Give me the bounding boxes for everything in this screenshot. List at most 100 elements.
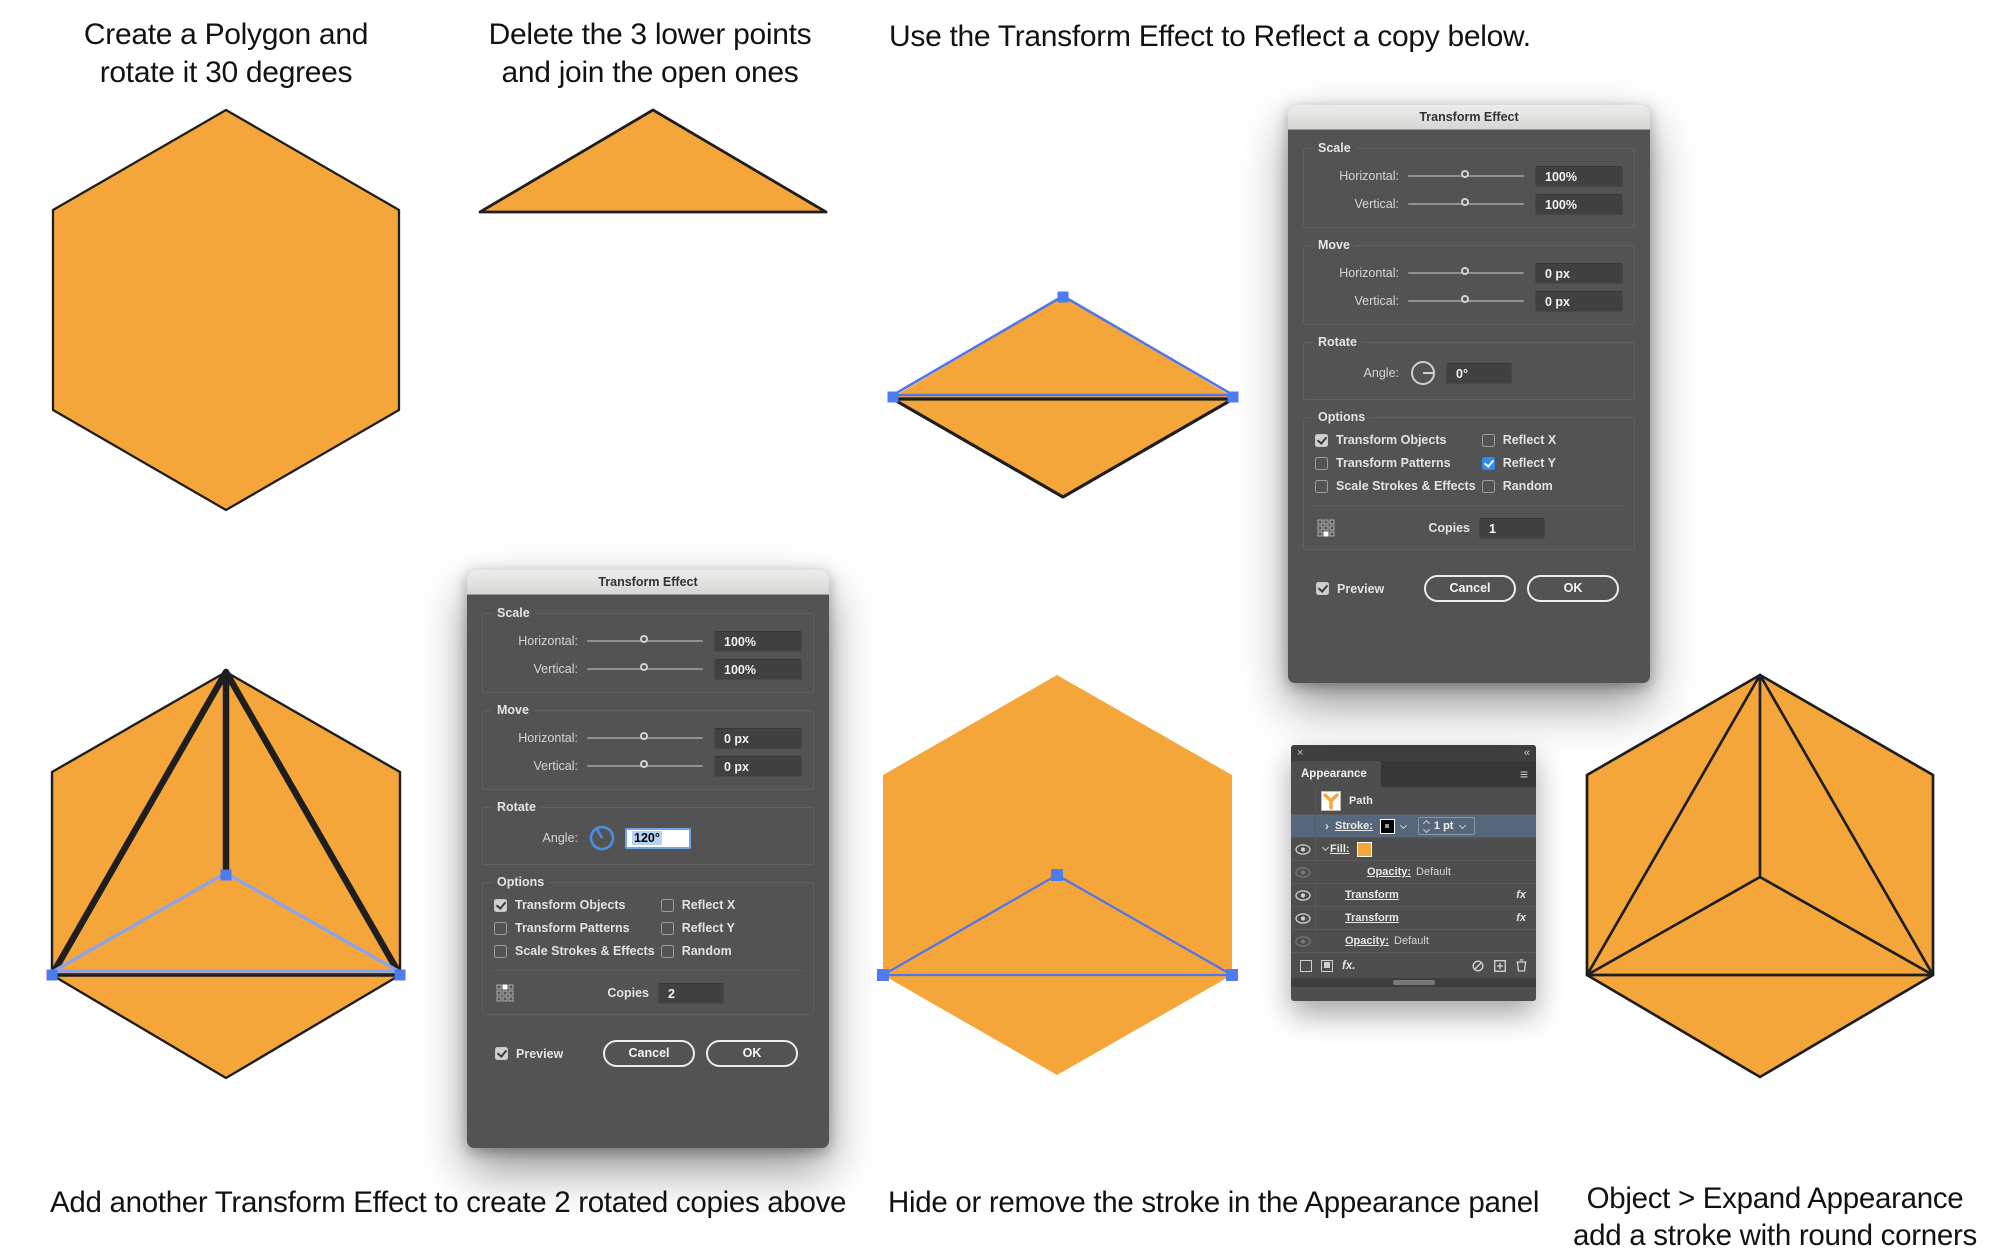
dialog-title[interactable]: Transform Effect — [467, 570, 829, 595]
scale-vertical-slider[interactable] — [1408, 198, 1524, 206]
ok-button[interactable]: OK — [706, 1040, 798, 1067]
hexagon-rotated-shape[interactable] — [51, 108, 401, 512]
checkbox-random[interactable]: Random — [660, 944, 802, 958]
move-vertical-slider[interactable] — [587, 760, 703, 768]
duplicate-item-icon[interactable] — [1494, 959, 1506, 972]
stroke-weight-control[interactable]: 1 pt — [1417, 817, 1476, 835]
checkbox-reflect-x[interactable]: Reflect X — [1481, 433, 1623, 447]
move-vertical-slider[interactable] — [1408, 295, 1524, 303]
anchor-handle[interactable] — [887, 391, 899, 403]
panel-menu-icon[interactable]: ≡ — [1519, 766, 1528, 782]
slider-knob[interactable] — [1461, 267, 1470, 275]
checkbox-checked-icon[interactable] — [1315, 433, 1328, 447]
slider-knob[interactable] — [640, 663, 649, 671]
fill-label[interactable]: Fill: — [1330, 843, 1350, 855]
add-effect-icon[interactable]: fx. — [1342, 959, 1356, 972]
clear-appearance-icon[interactable] — [1472, 959, 1484, 972]
fx-icon[interactable]: fx — [1516, 889, 1526, 901]
appearance-row-transform-2[interactable]: Transform fx — [1291, 907, 1536, 930]
opacity-label[interactable]: Opacity: — [1367, 866, 1412, 878]
hexagon-no-stroke-shape[interactable] — [877, 675, 1238, 1075]
checkbox-unchecked-icon[interactable] — [1315, 479, 1328, 493]
cancel-button[interactable]: Cancel — [1424, 575, 1516, 602]
angle-dial-icon[interactable] — [589, 825, 615, 851]
reference-point-icon[interactable] — [496, 984, 514, 1002]
move-horizontal-input[interactable]: 0 px — [714, 727, 802, 749]
anchor-handle[interactable] — [1057, 291, 1069, 303]
copies-input[interactable]: 2 — [658, 982, 724, 1004]
slider-knob[interactable] — [640, 635, 649, 643]
delete-item-trash-icon[interactable] — [1516, 959, 1527, 972]
close-icon[interactable]: × — [1297, 747, 1304, 759]
chevron-down-icon[interactable] — [1321, 842, 1330, 856]
checkbox-unchecked-icon[interactable] — [494, 921, 507, 935]
appearance-row-transform-1[interactable]: Transform fx — [1291, 884, 1536, 907]
anchor-handle[interactable] — [1051, 869, 1063, 881]
checkbox-checked-icon[interactable] — [495, 1047, 508, 1060]
checkbox-unchecked-icon[interactable] — [660, 898, 674, 912]
eye-icon[interactable] — [1295, 866, 1311, 878]
move-horizontal-input[interactable]: 0 px — [1535, 262, 1623, 284]
slider-knob[interactable] — [640, 732, 649, 740]
anchor-handle[interactable] — [46, 969, 58, 981]
fx-icon[interactable]: fx — [1516, 912, 1526, 924]
checkbox-unchecked-icon[interactable] — [1481, 433, 1495, 447]
eye-icon[interactable] — [1295, 889, 1311, 901]
scale-horizontal-slider[interactable] — [587, 635, 703, 643]
eye-icon[interactable] — [1295, 935, 1311, 947]
reflected-diamond-shape[interactable] — [887, 291, 1239, 499]
checkbox-reflect-y[interactable]: Reflect Y — [1481, 456, 1623, 470]
checkbox-preview[interactable]: Preview — [1316, 582, 1413, 596]
scale-horizontal-input[interactable]: 100% — [714, 630, 802, 652]
anchor-handle[interactable] — [877, 969, 889, 981]
cancel-button[interactable]: Cancel — [603, 1040, 695, 1067]
anchor-handle[interactable] — [1227, 391, 1239, 403]
dialog-title[interactable]: Transform Effect — [1288, 105, 1650, 130]
appearance-row-path[interactable]: Path — [1291, 787, 1536, 815]
eye-icon[interactable] — [1295, 912, 1311, 924]
ok-button[interactable]: OK — [1527, 575, 1619, 602]
chevron-down-icon[interactable] — [1399, 821, 1407, 829]
reference-point-icon[interactable] — [1317, 519, 1335, 537]
anchor-handle[interactable] — [1226, 969, 1238, 981]
stroke-label[interactable]: Stroke: — [1335, 820, 1373, 832]
anchor-handle[interactable] — [394, 969, 406, 981]
anchor-handle[interactable] — [220, 869, 232, 881]
stepper-icon[interactable] — [1422, 819, 1430, 833]
checkbox-random[interactable]: Random — [1481, 479, 1623, 493]
stroke-swatch[interactable] — [1379, 818, 1395, 834]
fill-swatch[interactable] — [1356, 841, 1372, 857]
checkbox-unchecked-icon[interactable] — [1481, 479, 1495, 493]
move-horizontal-slider[interactable] — [587, 732, 703, 740]
appearance-row-opacity[interactable]: Opacity: Default — [1291, 861, 1536, 884]
cube-preview-shape[interactable] — [46, 668, 406, 1080]
appearance-row-stroke[interactable]: › Stroke: 1 pt — [1291, 815, 1536, 838]
tab-appearance[interactable]: Appearance — [1291, 761, 1381, 787]
checkbox-unchecked-icon[interactable] — [660, 921, 674, 935]
scale-vertical-input[interactable]: 100% — [1535, 193, 1623, 215]
angle-dial-icon[interactable] — [1410, 360, 1436, 386]
checkbox-reflect-x[interactable]: Reflect X — [660, 898, 802, 912]
checkbox-scale-strokes[interactable]: Scale Strokes & Effects — [494, 944, 661, 958]
angle-input[interactable]: 120° — [625, 827, 691, 849]
checkbox-checked-icon[interactable] — [1316, 582, 1329, 595]
angle-input[interactable]: 0° — [1446, 362, 1512, 384]
transform-effect-link[interactable]: Transform — [1345, 889, 1399, 901]
checkbox-scale-strokes[interactable]: Scale Strokes & Effects — [1315, 479, 1482, 493]
checkbox-reflect-y[interactable]: Reflect Y — [660, 921, 802, 935]
slider-knob[interactable] — [1461, 170, 1470, 178]
appearance-row-fill[interactable]: Fill: — [1291, 838, 1536, 861]
checkbox-checked-icon[interactable] — [1481, 456, 1495, 470]
chevron-right-icon[interactable]: › — [1325, 819, 1329, 833]
move-horizontal-slider[interactable] — [1408, 267, 1524, 275]
checkbox-unchecked-icon[interactable] — [660, 944, 674, 958]
checkbox-checked-icon[interactable] — [494, 898, 507, 912]
visibility-toggle-empty[interactable] — [1291, 815, 1316, 837]
checkbox-transform-objects[interactable]: Transform Objects — [494, 898, 661, 912]
checkbox-preview[interactable]: Preview — [495, 1047, 592, 1061]
checkbox-unchecked-icon[interactable] — [1315, 456, 1328, 470]
scrollbar-handle[interactable] — [1392, 980, 1435, 985]
scale-horizontal-input[interactable]: 100% — [1535, 165, 1623, 187]
checkbox-transform-patterns[interactable]: Transform Patterns — [1315, 456, 1482, 470]
slider-knob[interactable] — [1461, 198, 1470, 206]
